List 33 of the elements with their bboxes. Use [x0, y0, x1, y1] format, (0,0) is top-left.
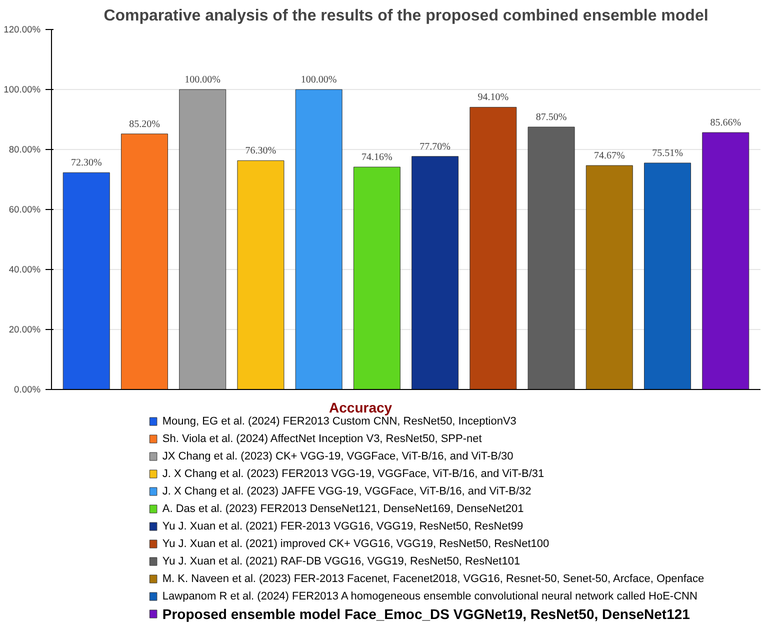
legend-label: M. K. Naveen et al. (2023) FER-2013 Facenet, Facenet2018, VGG16, Resnet-50, Senet-50, Arcface, Openface [162, 573, 704, 585]
data-label: 77.70% [420, 141, 450, 152]
y-tick-label: 60.00% [8, 204, 41, 214]
data-label: 100.00% [184, 74, 221, 86]
legend-label: Yu J. Xuan et al. (2021) FER-2013 VGG16, VGG19, ResNet50, ResNet99 [162, 520, 524, 532]
data-label: 74.67% [594, 150, 625, 162]
legend-label: Lawpanom R et al. (2024) FER2013 A homogeneous ensemble convolutional neural network called HoE-CNN [162, 590, 698, 602]
chart-title: Comparative analysis of the results of the proposed combined ensemble model [104, 8, 708, 24]
legend-label: Yu J. Xuan et al. (2021) RAF-DB VGG16, VGG19, ResNet50, ResNet101 [162, 556, 520, 568]
legend-label: Yu J. Xuan et al. (2021) improved CK+ VGG16, VGG19, ResNet50, ResNet100 [162, 538, 550, 550]
data-label: 72.30% [70, 158, 102, 169]
y-tick-label: 0.00% [14, 384, 41, 394]
legend-label: Sh. Viola et al. (2024) AffectNet Inception V3, ResNet50, SPP-net [162, 433, 482, 445]
legend-label: J. X Chang et al. (2023) JAFFE VGG-19, VGGFace, ViT-B/16, and ViT-B/32 [162, 486, 532, 498]
data-label: 100.00% [300, 74, 337, 86]
legend-label: JX Chang et al. (2023) CK+ VGG-19, VGGFace, ViT-B/16, and ViT-B/30 [162, 450, 514, 462]
y-tick-label: 80.00% [8, 144, 41, 154]
y-tick-label: 100.00% [4, 84, 41, 94]
y-tick-label: 20.00% [8, 324, 41, 334]
data-label: 94.10% [478, 92, 509, 104]
data-label: 85.66% [710, 118, 742, 129]
data-label: 75.51% [652, 148, 683, 159]
legend-label: Proposed ensemble model Face_Emoc_DS VGGNet19, ResNet50, DenseNet121 [162, 606, 690, 622]
y-tick-label: 120.00% [4, 24, 41, 34]
y-tick-label: 40.00% [8, 264, 41, 274]
data-label: 85.20% [129, 118, 160, 130]
data-label: 76.30% [245, 146, 276, 157]
data-label: 74.16% [362, 152, 392, 164]
legend-title: Accuracy [329, 400, 392, 416]
legend-label: J. X Chang et al. (2023) FER2013 VGG-19, VGGFace, ViT-B/16, and ViT-B/31 [162, 468, 544, 480]
legend-label: Moung, EG et al. (2024) FER2013 Custom CNN, ResNet50, InceptionV3 [162, 416, 516, 428]
data-label: 87.50% [536, 112, 567, 123]
legend-label: A. Das et al. (2023) FER2013 DenseNet121, DenseNet169, DenseNet201 [162, 503, 524, 515]
